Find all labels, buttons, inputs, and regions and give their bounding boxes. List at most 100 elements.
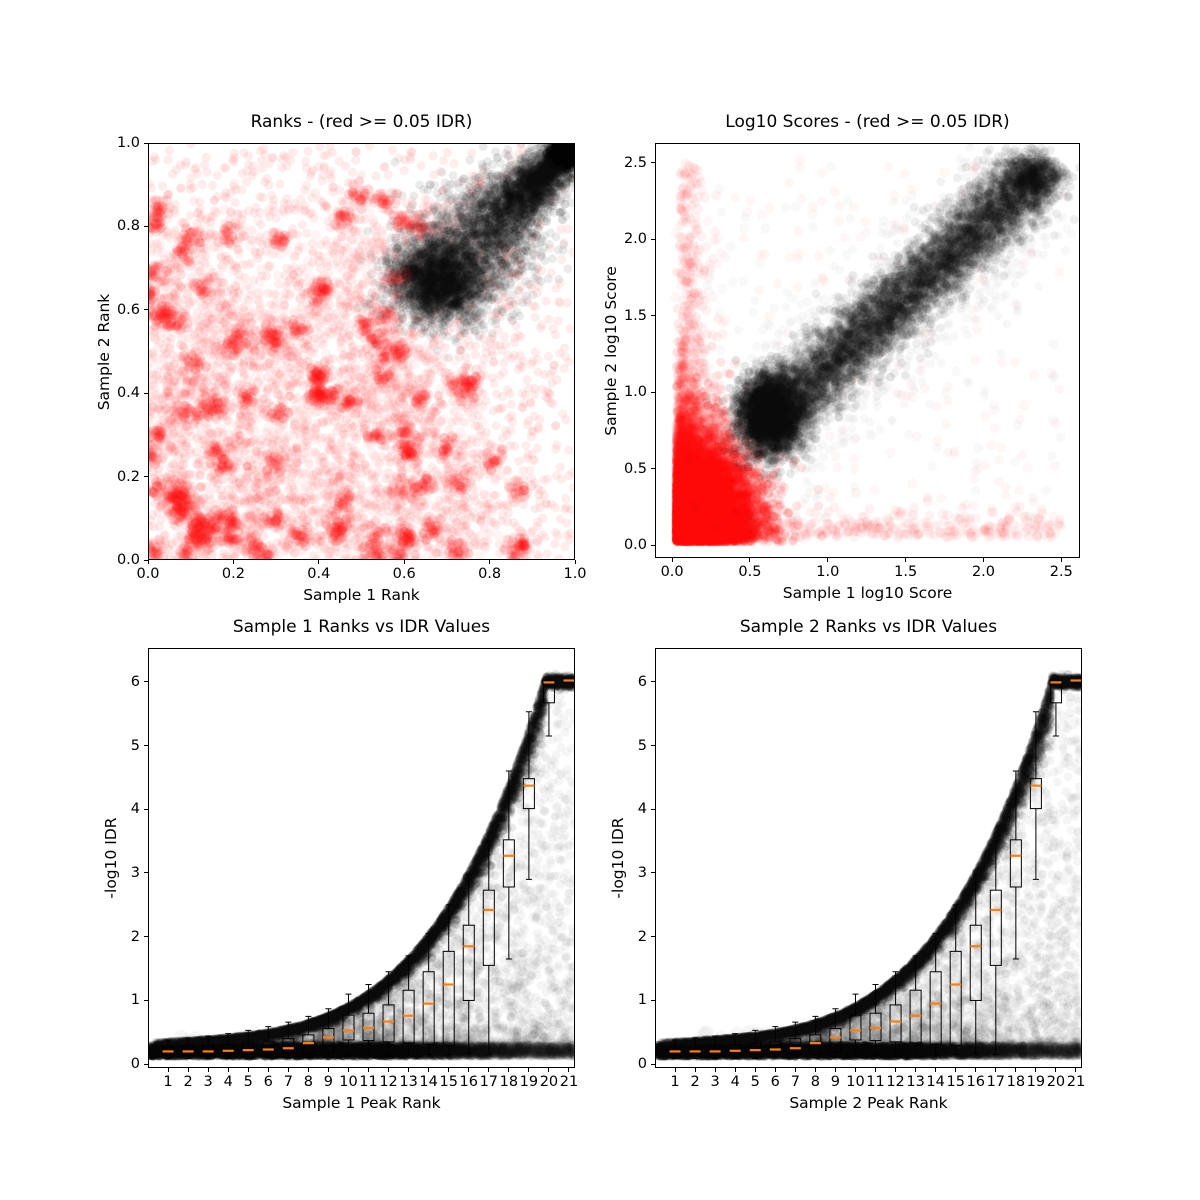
- y-tick-label: 1: [130, 992, 140, 1009]
- x-tick-mark: [875, 1068, 877, 1072]
- x-tick-mark: [734, 1068, 736, 1072]
- y-tick-label: 0.5: [623, 460, 647, 477]
- plot-title: Sample 2 Ranks vs IDR Values: [739, 617, 998, 637]
- sample1-idr-boxplot-canvas: [148, 648, 575, 1068]
- y-tick-mark: [144, 392, 148, 394]
- x-tick-mark: [794, 1068, 796, 1072]
- x-tick-label: 2.0: [971, 564, 995, 580]
- x-tick-mark: [287, 1068, 289, 1072]
- x-tick-label: 1.0: [563, 566, 587, 582]
- x-tick-mark: [318, 560, 320, 564]
- x-tick-mark: [147, 560, 149, 564]
- x-tick-mark: [854, 1068, 856, 1072]
- x-tick-label: 8: [810, 1074, 820, 1090]
- plot-title: Ranks - (red >= 0.05 IDR): [250, 112, 473, 132]
- x-tick-label: 19: [1026, 1074, 1046, 1090]
- x-tick-label: 12: [379, 1074, 398, 1090]
- y-tick-mark: [651, 544, 655, 546]
- y-tick-label: 3: [637, 864, 647, 881]
- x-tick-label: 0.2: [221, 566, 245, 582]
- x-tick-label: 1: [670, 1074, 680, 1090]
- x-tick-mark: [1055, 1068, 1057, 1072]
- x-tick-mark: [895, 1068, 897, 1072]
- y-tick-mark: [651, 162, 655, 164]
- y-tick-label: 0.0: [116, 552, 140, 568]
- y-tick-mark: [144, 681, 148, 683]
- x-tick-mark: [834, 1068, 836, 1072]
- x-tick-mark: [347, 1068, 349, 1072]
- x-tick-mark: [975, 1068, 977, 1072]
- x-tick-label: 0.4: [307, 566, 331, 582]
- x-tick-label: 19: [519, 1074, 539, 1090]
- y-tick-mark: [651, 315, 655, 317]
- x-tick-label: 15: [946, 1074, 965, 1090]
- x-tick-mark: [774, 1068, 776, 1072]
- x-tick-label: 7: [283, 1074, 293, 1090]
- y-tick-mark: [651, 745, 655, 746]
- x-tick-label: 17: [479, 1074, 499, 1090]
- x-tick-mark: [1060, 558, 1062, 562]
- x-tick-label: 0.6: [392, 566, 416, 582]
- x-tick-mark: [671, 558, 673, 562]
- x-tick-mark: [982, 558, 984, 562]
- x-tick-mark: [568, 1068, 570, 1072]
- x-tick-mark: [935, 1068, 937, 1072]
- x-tick-label: 5: [243, 1074, 253, 1090]
- x-tick-label: 16: [966, 1074, 985, 1090]
- x-tick-label: 20: [539, 1074, 559, 1090]
- x-tick-label: 13: [399, 1074, 418, 1090]
- y-tick-mark: [651, 808, 655, 810]
- x-tick-mark: [754, 1068, 756, 1072]
- x-tick-mark: [428, 1068, 430, 1072]
- x-tick-mark: [1075, 1068, 1077, 1072]
- y-tick-label: 0.2: [116, 468, 140, 485]
- x-tick-mark: [267, 1068, 269, 1072]
- y-tick-mark: [651, 999, 655, 1001]
- x-tick-mark: [327, 1068, 329, 1072]
- x-tick-mark: [995, 1068, 997, 1072]
- x-tick-mark: [1015, 1068, 1017, 1072]
- x-tick-label: 1.0: [816, 564, 840, 580]
- x-tick-mark: [187, 1068, 189, 1072]
- x-tick-mark: [827, 558, 829, 562]
- x-tick-label: 9: [830, 1074, 841, 1090]
- x-tick-mark: [1035, 1068, 1037, 1072]
- y-tick-label: 0: [637, 1056, 647, 1073]
- x-tick-mark: [574, 560, 576, 564]
- x-tick-label: 2: [183, 1074, 193, 1090]
- x-axis-label: Sample 2 Peak Rank: [789, 1094, 948, 1112]
- x-tick-mark: [403, 560, 405, 564]
- x-tick-label: 1.5: [894, 564, 918, 580]
- sample2-idr-boxplot-canvas: [655, 648, 1082, 1068]
- y-tick-label: 4: [130, 801, 140, 818]
- x-tick-label: 0.0: [660, 564, 684, 580]
- y-tick-label: 4: [637, 801, 647, 818]
- x-tick-mark: [207, 1068, 209, 1072]
- subplot-ranks: Ranks - (red >= 0.05 IDR) Sample 2 Rank …: [95, 112, 587, 604]
- y-axis-label: -log10 IDR: [102, 817, 120, 899]
- x-tick-mark: [814, 1068, 816, 1072]
- y-axis-label: Sample 2 Rank: [95, 293, 113, 410]
- y-tick-mark: [144, 999, 148, 1001]
- subplot-sample1-idr: Sample 1 Ranks vs IDR Values -log10 IDR …: [102, 617, 578, 1112]
- x-tick-label: 0.8: [478, 566, 502, 582]
- y-tick-mark: [144, 476, 148, 478]
- x-tick-mark: [232, 560, 234, 564]
- x-tick-label: 14: [926, 1074, 945, 1090]
- x-tick-label: 6: [770, 1074, 780, 1090]
- y-tick-label: 1.0: [116, 135, 140, 151]
- y-tick-mark: [144, 559, 148, 561]
- x-tick-mark: [694, 1068, 696, 1072]
- y-tick-mark: [651, 872, 655, 874]
- x-axis-label: Sample 1 Rank: [303, 586, 420, 604]
- x-tick-mark: [508, 1068, 510, 1072]
- x-tick-mark: [915, 1068, 917, 1072]
- y-tick-mark: [651, 391, 655, 393]
- x-tick-label: 4: [730, 1074, 740, 1090]
- x-tick-mark: [368, 1068, 370, 1072]
- y-tick-mark: [144, 142, 148, 144]
- y-tick-label: 0.8: [116, 218, 140, 235]
- y-tick-mark: [144, 936, 148, 938]
- y-tick-mark: [651, 681, 655, 683]
- x-tick-label: 0.0: [136, 566, 160, 582]
